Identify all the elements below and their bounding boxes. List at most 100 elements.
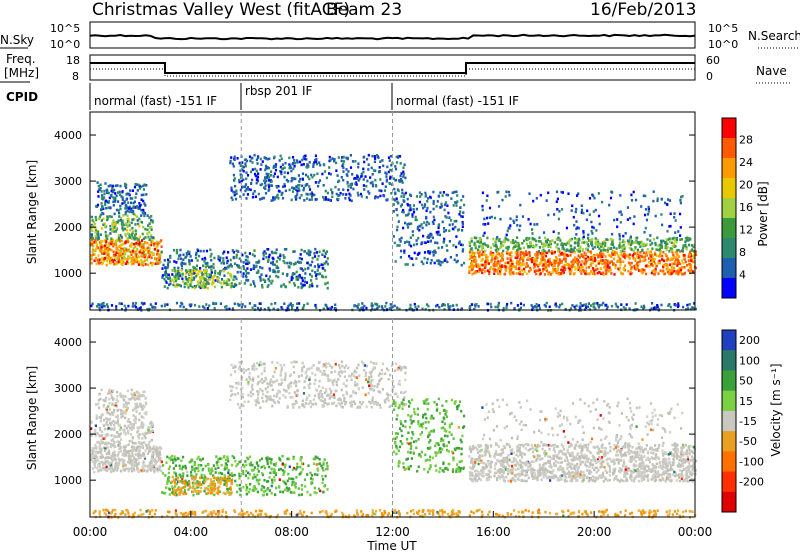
range-cell: [334, 185, 337, 189]
range-cell: [602, 248, 605, 252]
range-cell: [244, 158, 247, 161]
range-cell: [212, 263, 215, 266]
range-cell: [133, 441, 136, 445]
range-cell: [198, 254, 201, 258]
range-cell: [96, 238, 99, 241]
range-cell: [666, 265, 669, 268]
range-cell: [244, 189, 247, 193]
range-cell: [427, 250, 430, 253]
range-cell: [527, 252, 530, 255]
range-cell: [305, 158, 308, 161]
range-cell: [104, 199, 107, 203]
range-cell: [103, 239, 106, 243]
range-cell: [392, 203, 395, 206]
range-cell: [587, 236, 590, 240]
range-cell: [424, 308, 427, 311]
range-cell: [124, 452, 127, 456]
range-cell: [206, 278, 209, 282]
range-cell: [581, 248, 584, 251]
range-cell: [169, 256, 172, 259]
range-cell: [124, 395, 127, 398]
range-cell: [314, 455, 317, 459]
range-cell: [189, 283, 192, 286]
range-cell: [97, 184, 100, 188]
range-cell: [154, 461, 157, 464]
range-cell: [144, 401, 148, 405]
range-cell: [637, 262, 640, 266]
range-cell: [436, 241, 439, 245]
range-cell: [177, 257, 180, 261]
range-cell: [311, 260, 314, 264]
range-cell: [681, 195, 684, 198]
range-cell: [613, 218, 616, 222]
range-cell: [251, 161, 254, 164]
range-cell: [633, 257, 636, 261]
range-cell: [303, 199, 306, 202]
range-cell: [99, 186, 102, 190]
range-cell: [651, 264, 654, 267]
range-cell: [210, 252, 213, 256]
range-cell: [157, 448, 160, 451]
range-cell: [385, 301, 388, 305]
range-cell: [615, 247, 618, 250]
range-cell: [432, 254, 435, 257]
range-cell: [200, 476, 203, 479]
range-cell: [94, 424, 97, 428]
range-cell: [484, 223, 487, 226]
range-cell: [459, 206, 462, 209]
range-cell: [291, 273, 294, 277]
range-cell: [175, 301, 179, 305]
range-cell: [571, 265, 574, 268]
range-cell: [443, 303, 446, 307]
range-cell: [176, 248, 179, 252]
range-cell: [201, 305, 205, 308]
range-cell: [654, 270, 657, 274]
range-cell: [180, 264, 183, 268]
range-cell: [537, 250, 541, 253]
range-cell: [244, 258, 247, 262]
range-cell: [246, 267, 249, 270]
range-cell: [111, 453, 114, 456]
range-cell: [298, 196, 301, 200]
range-cell: [490, 260, 493, 264]
range-cell: [653, 257, 656, 261]
range-cell: [123, 463, 126, 466]
range-cell: [244, 274, 247, 278]
range-cell: [95, 218, 98, 222]
range-cell: [104, 225, 107, 229]
range-cell: [503, 240, 506, 244]
range-cell: [349, 186, 353, 189]
range-cell: [687, 259, 690, 262]
range-cell: [171, 278, 174, 282]
range-cell: [93, 453, 96, 457]
range-cell: [140, 424, 143, 428]
range-cell: [167, 258, 170, 262]
range-cell: [100, 448, 103, 451]
range-cell: [385, 180, 388, 183]
range-cell: [261, 182, 264, 186]
range-cell: [325, 306, 329, 309]
range-cell: [133, 461, 136, 464]
range-cell: [541, 245, 544, 248]
range-cell: [112, 225, 115, 228]
range-cell: [347, 185, 350, 188]
range-cell: [601, 242, 604, 246]
range-cell: [409, 204, 412, 207]
range-cell: [141, 432, 144, 436]
range-cell: [138, 241, 141, 244]
range-cell: [109, 463, 112, 467]
range-cell: [520, 268, 523, 272]
range-cell: [127, 398, 130, 401]
range-cell: [420, 241, 423, 244]
range-cell: [618, 235, 621, 238]
range-cell: [290, 278, 293, 282]
range-cell: [605, 271, 608, 275]
range-cell: [519, 247, 522, 250]
range-cell: [109, 445, 112, 449]
range-cell: [505, 246, 508, 250]
range-cell: [132, 251, 135, 254]
range-cell: [150, 215, 153, 218]
range-cell: [674, 231, 677, 234]
range-cell: [180, 274, 183, 277]
